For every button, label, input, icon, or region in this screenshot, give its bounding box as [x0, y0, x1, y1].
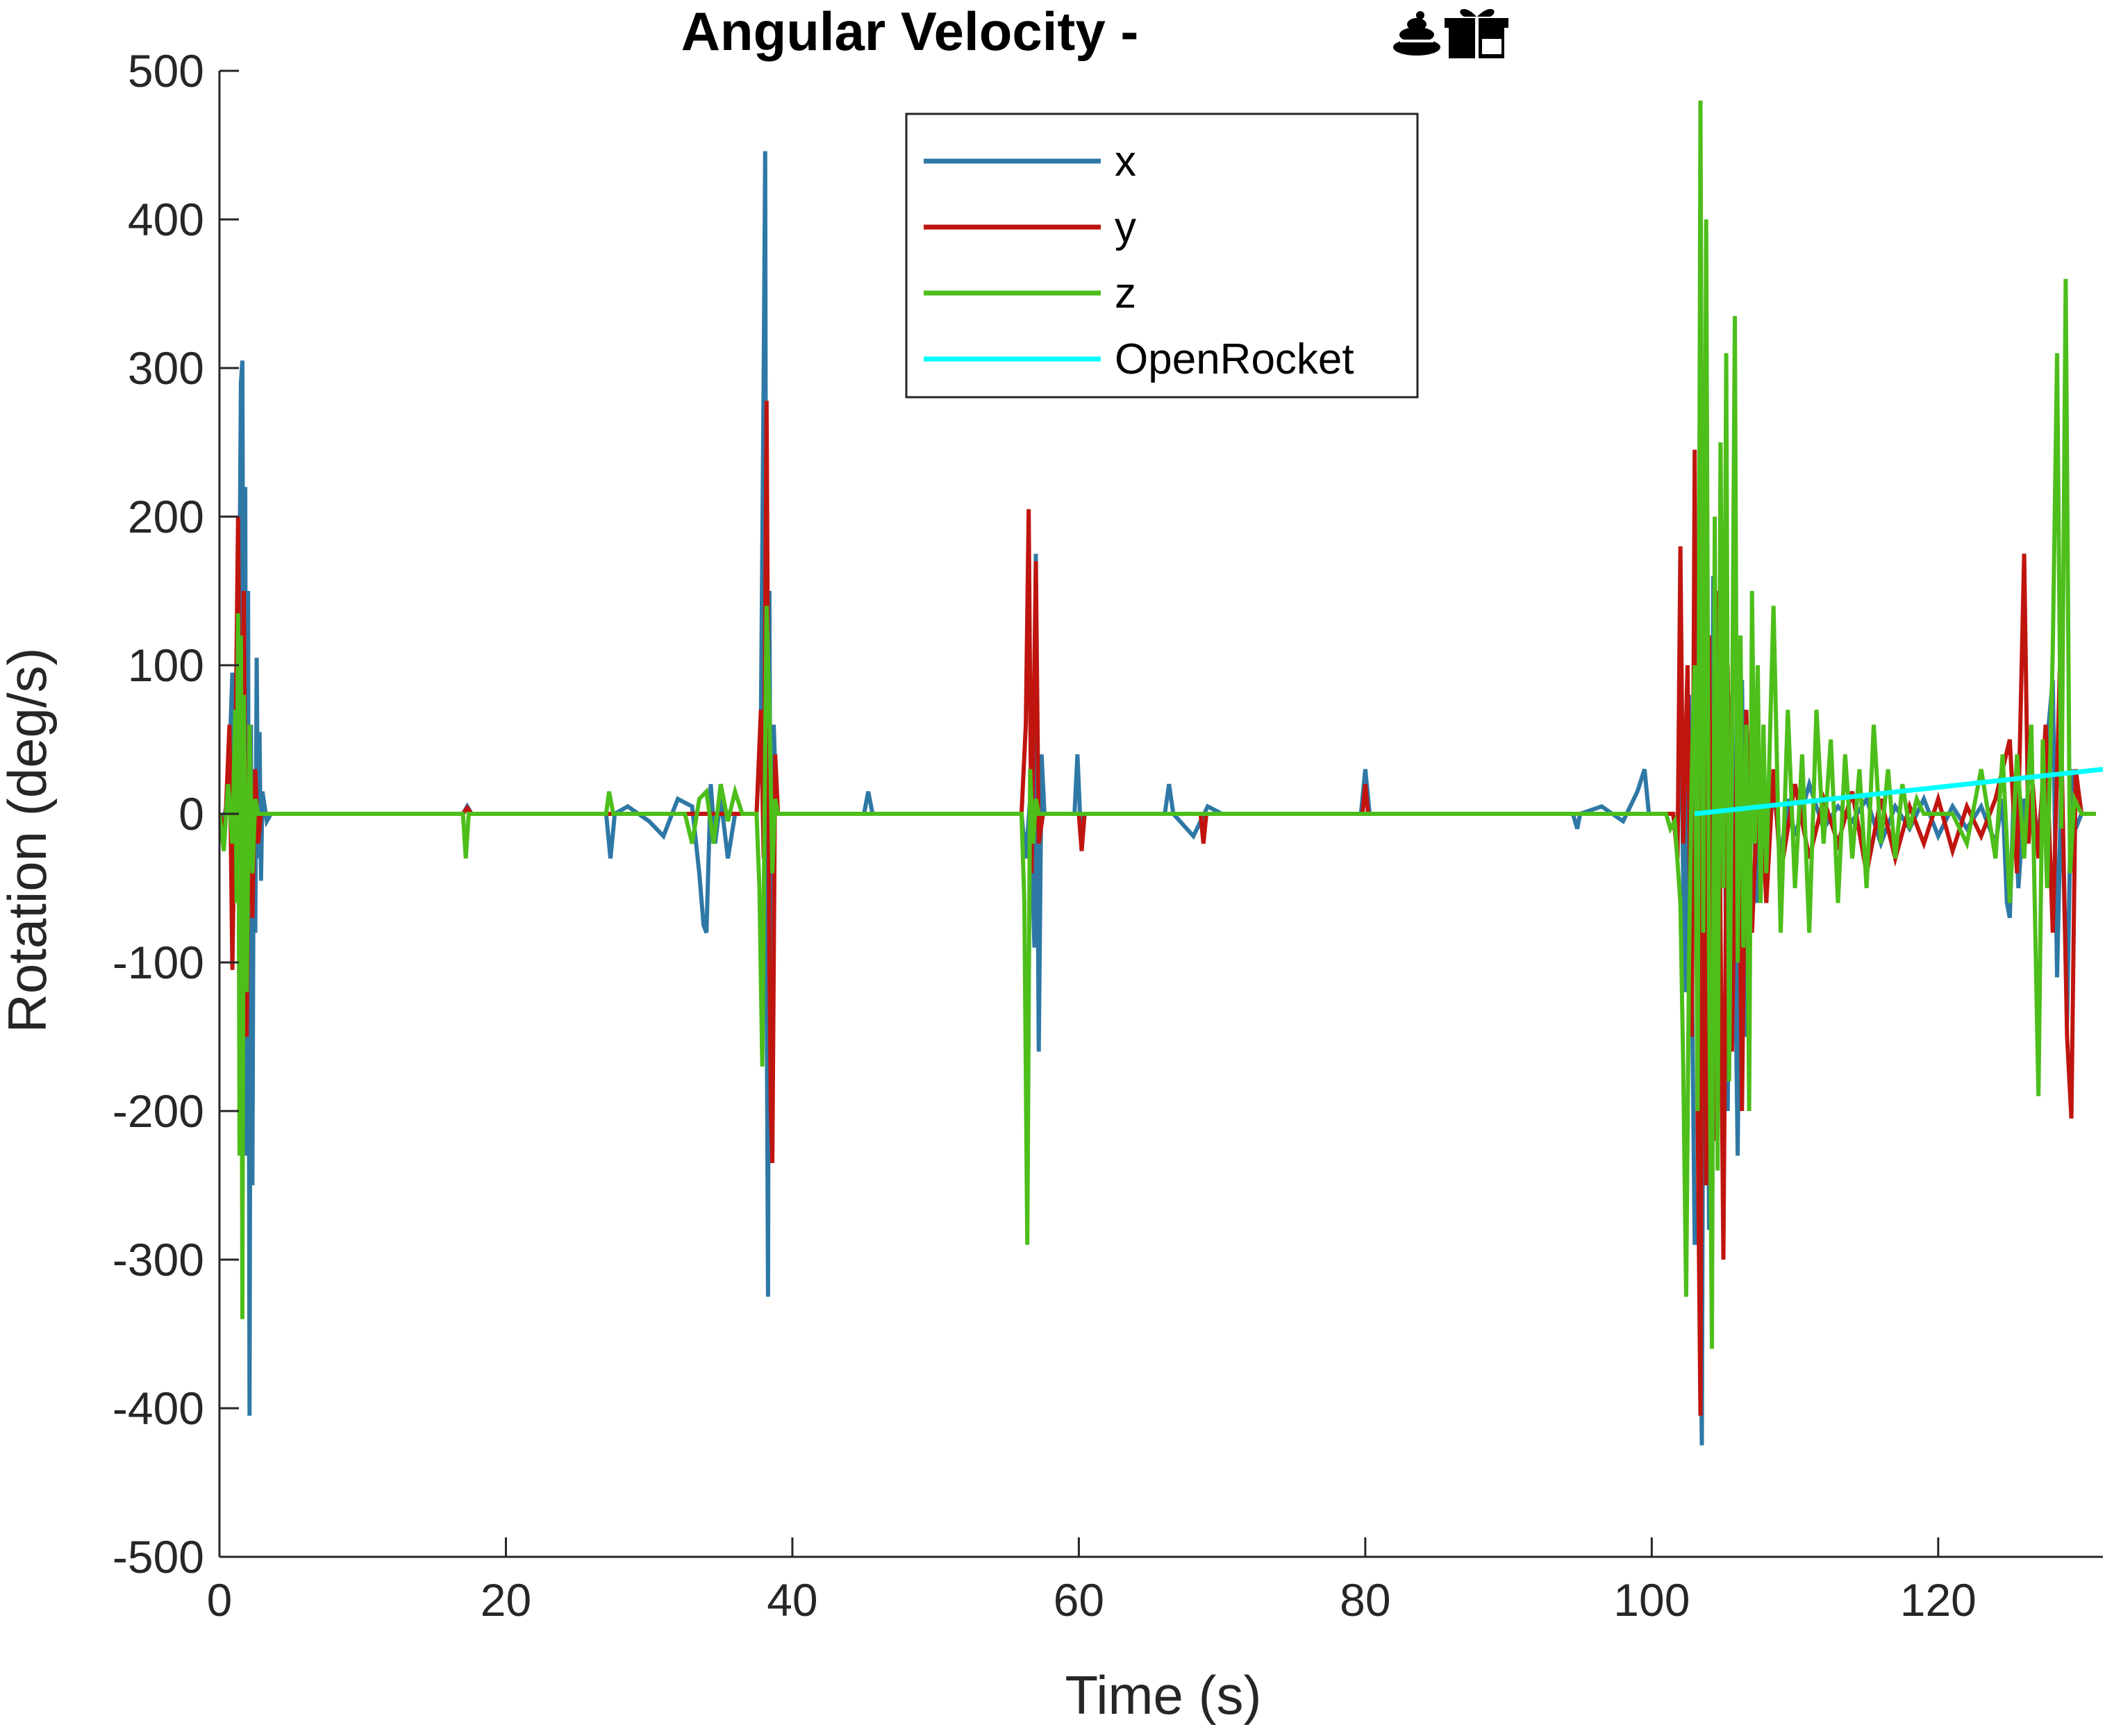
- y-tick-label: -400: [113, 1383, 204, 1434]
- y-tick-label: 200: [128, 491, 204, 542]
- legend-label-y: y: [1115, 203, 1136, 251]
- legend-label-x: x: [1115, 137, 1136, 185]
- y-tick-label: 300: [128, 342, 204, 394]
- x-tick-label: 40: [767, 1574, 817, 1626]
- series-line-y: [219, 401, 2096, 1416]
- y-axis-label: Rotation (deg/s): [0, 648, 58, 1033]
- x-tick-label: 100: [1613, 1574, 1690, 1626]
- series-group: [219, 100, 2103, 1446]
- x-tick-label: 80: [1340, 1574, 1390, 1626]
- title-emoji-icons: [1393, 9, 1508, 58]
- legend: xyz OpenRocket: [905, 112, 1419, 399]
- y-tick-label: -500: [113, 1531, 204, 1583]
- y-tick-label: 400: [128, 194, 204, 245]
- y-tick-label: 500: [128, 45, 204, 97]
- y-tick-label: -200: [113, 1085, 204, 1137]
- plot-area: [219, 100, 2103, 1446]
- series-line-openrocket: [1694, 767, 2103, 817]
- y-tick-label: 100: [128, 640, 204, 691]
- x-tick-label: 0: [207, 1574, 233, 1626]
- x-tick-label: 120: [1900, 1574, 1977, 1626]
- x-axis-label: Time (s): [1065, 1664, 1261, 1726]
- gift-icon: [1445, 9, 1508, 58]
- chart-title: Angular Velocity -: [681, 1, 1139, 62]
- x-tick-label: 60: [1054, 1574, 1104, 1626]
- legend-label-z: z: [1115, 269, 1136, 317]
- series-line-z: [219, 100, 2096, 1349]
- y-tick-label: 0: [178, 788, 204, 840]
- legend-label-openrocket: OpenRocket: [1115, 335, 1354, 383]
- y-tick-label: -100: [113, 937, 204, 988]
- poop-icon: [1393, 11, 1440, 56]
- y-tick-label: -300: [113, 1234, 204, 1285]
- x-tick-label: 20: [481, 1574, 531, 1626]
